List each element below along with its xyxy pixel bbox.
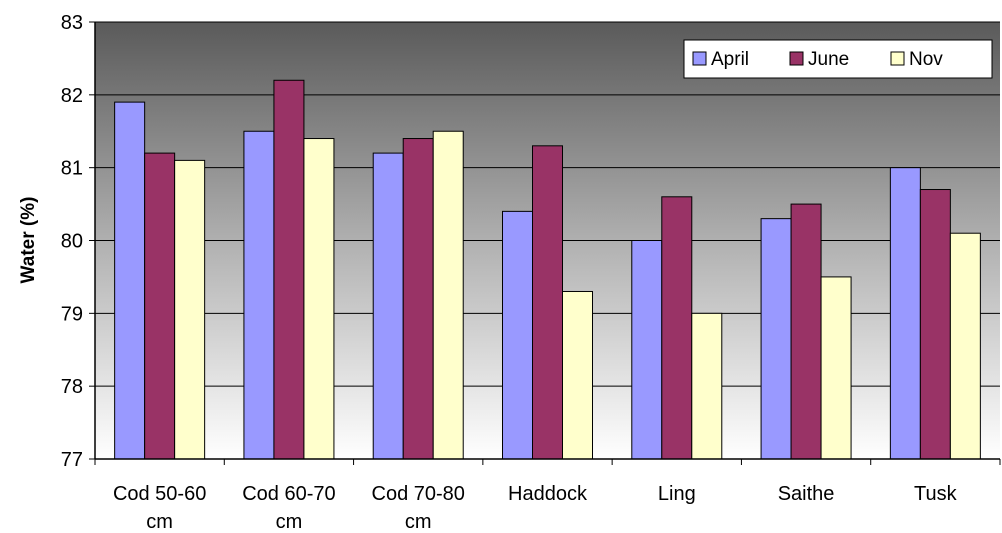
legend-swatch-nov (890, 51, 905, 66)
y-tick-label: 80 (61, 231, 83, 253)
legend-label-april: April (711, 49, 749, 70)
legend-box (683, 39, 993, 79)
y-tick-label: 77 (61, 449, 83, 471)
bar-nov-4 (691, 312, 723, 460)
x-category-label: Cod 50-60 (113, 483, 206, 505)
x-category-label: Tusk (914, 483, 958, 505)
bar-june-4 (661, 196, 693, 460)
bar-april-4 (631, 240, 663, 460)
bar-april-6 (889, 167, 921, 460)
x-category-label: cm (276, 511, 303, 533)
bar-nov-6 (949, 232, 981, 460)
bar-june-5 (790, 203, 822, 460)
bar-nov-5 (820, 276, 852, 460)
bar-june-6 (919, 189, 951, 460)
bar-april-0 (114, 101, 146, 460)
bar-june-3 (532, 145, 563, 460)
bar-april-5 (760, 218, 792, 460)
bar-april-2 (372, 152, 404, 460)
x-category-label: Cod 60-70 (242, 483, 335, 505)
bar-nov-1 (303, 138, 335, 460)
legend: April June Nov (683, 39, 993, 79)
legend-swatch-april (692, 51, 707, 66)
x-axis-category-labels: Cod 50-60 cm Cod 60-70 cm Cod 70-80 cm Haddock… (113, 483, 958, 533)
bar-nov-3 (562, 290, 593, 460)
x-category-label: cm (405, 511, 432, 533)
y-tick-label: 78 (61, 376, 83, 398)
bar-april-3 (502, 210, 533, 460)
bar-april-1 (243, 130, 275, 460)
y-tick-label: 82 (61, 85, 83, 107)
bars (114, 79, 981, 460)
y-axis-tick-labels: 77 78 79 80 81 82 83 (61, 12, 95, 471)
x-category-label: Saithe (778, 483, 835, 505)
bar-nov-2 (432, 130, 464, 460)
y-tick-label: 83 (61, 12, 83, 34)
bar-june-1 (273, 79, 305, 460)
y-tick-label: 79 (61, 303, 83, 325)
y-tick-label: 81 (61, 158, 83, 180)
legend-label-june: June (808, 49, 849, 70)
bar-june-0 (144, 152, 176, 460)
legend-label-nov: Nov (909, 49, 943, 70)
bar-nov-0 (174, 159, 206, 460)
x-category-label: Ling (658, 483, 696, 505)
legend-swatch-june (789, 51, 804, 66)
x-category-label: Haddock (508, 483, 588, 505)
x-category-label: Cod 70-80 (372, 483, 465, 505)
bar-june-2 (402, 138, 434, 460)
x-category-label: cm (146, 511, 173, 533)
y-axis-title: Water (%) (18, 197, 39, 284)
